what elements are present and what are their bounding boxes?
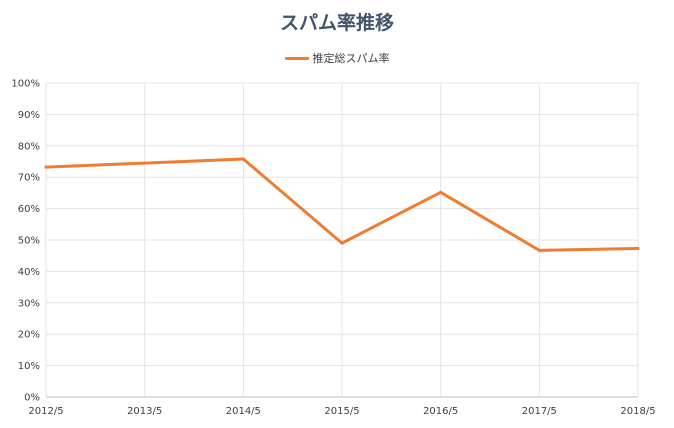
data-point <box>241 157 245 161</box>
y-tick-label: 50% <box>18 236 40 247</box>
y-tick-label: 40% <box>18 267 40 278</box>
y-tick-label: 80% <box>18 141 40 152</box>
x-tick-label: 2014/5 <box>226 406 261 417</box>
x-tick-label: 2013/5 <box>127 406 162 417</box>
legend: 推定総スパム率 <box>0 50 674 66</box>
chart-title: スパム率推移 <box>279 12 394 34</box>
data-point <box>143 161 147 165</box>
y-tick-label: 30% <box>18 298 40 309</box>
data-point <box>340 241 344 245</box>
x-tick-label: 2016/5 <box>423 406 458 417</box>
y-axis-labels: 0% 10% 20% 30% 40% 50% 60% 70% 80% 90% 100% <box>11 79 40 404</box>
data-point <box>636 246 640 250</box>
y-tick-label: 90% <box>18 110 40 121</box>
y-tick-label: 100% <box>11 79 40 90</box>
x-tick-label: 2012/5 <box>28 406 63 417</box>
x-tick-label: 2017/5 <box>522 406 557 417</box>
gridlines <box>45 82 639 398</box>
data-point <box>44 165 48 169</box>
legend-label: 推定総スパム率 <box>312 52 390 65</box>
x-axis-labels: 2012/5 2013/5 2014/5 2015/5 2016/5 2017/5 2018… <box>28 406 655 417</box>
x-tick-label: 2015/5 <box>324 406 359 417</box>
legend-swatch <box>284 56 309 60</box>
y-tick-label: 60% <box>18 204 40 215</box>
y-tick-label: 0% <box>24 393 40 404</box>
y-tick-label: 20% <box>18 330 40 341</box>
y-tick-label: 10% <box>18 361 40 372</box>
data-point <box>439 190 443 194</box>
data-point <box>537 248 541 252</box>
x-tick-label: 2018/5 <box>620 406 655 417</box>
y-tick-label: 70% <box>18 173 40 184</box>
series-layer <box>44 157 640 252</box>
